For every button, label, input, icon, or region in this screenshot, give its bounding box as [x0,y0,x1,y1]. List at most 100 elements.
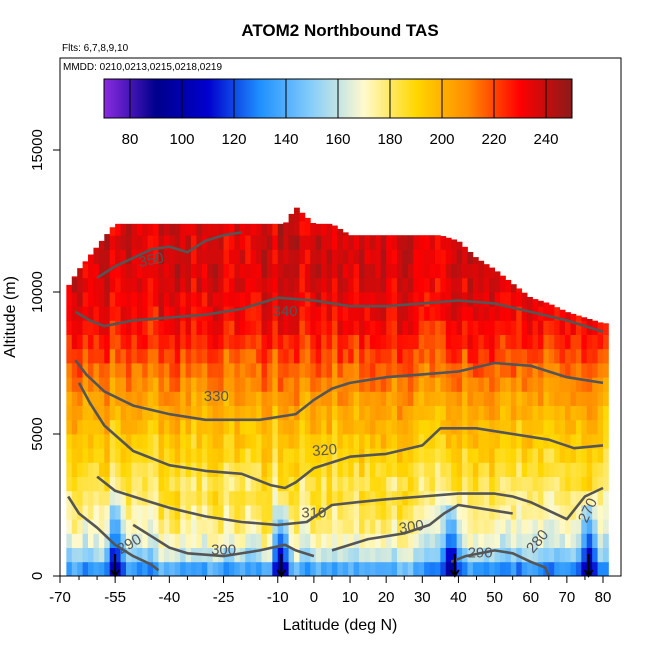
heatmap-cell [575,448,582,463]
heatmap-cell [310,434,317,449]
heatmap-cell [554,476,561,492]
heatmap-cell [445,490,452,506]
heatmap-cell [489,306,495,321]
heatmap-cell [510,434,517,449]
heatmap-cell [266,519,273,534]
heatmap-cell [586,561,593,577]
heatmap-cell [201,334,208,350]
heatmap-cell [434,519,441,534]
heatmap-cell [510,391,517,406]
heatmap-cell [163,235,170,250]
heatmap-cell [353,519,360,534]
heatmap-cell [109,263,116,279]
heatmap-cell [294,505,300,520]
heatmap-cell [201,277,208,293]
heatmap-cell [174,334,181,350]
heatmap-cell [321,419,327,435]
heatmap-cell [342,419,349,435]
heatmap-cell [142,405,149,421]
heatmap-cell [109,306,116,321]
heatmap-cell [359,235,365,250]
heatmap-cell [500,306,506,321]
heatmap-cell [180,476,187,492]
heatmap-cell [554,505,561,520]
heatmap-cell [516,405,523,421]
heatmap-cell [472,490,479,506]
heatmap-cell [494,320,501,335]
heatmap-cell [386,348,392,364]
heatmap-cell [369,348,376,364]
heatmap-cell [369,235,376,250]
heatmap-cell [66,462,73,477]
heatmap-cell [359,490,365,506]
heatmap-cell [104,533,111,548]
heatmap-cell [494,306,501,321]
heatmap-cell [98,419,105,435]
heatmap-cell [321,223,327,236]
heatmap-cell [326,348,333,364]
heatmap-cell [71,363,78,378]
x-tick-label: -40 [159,589,181,606]
heatmap-cell [288,221,295,236]
heatmap-cell [516,505,523,520]
heatmap-cell [169,223,176,236]
heatmap-cell [299,547,306,563]
heatmap-cell [527,419,533,435]
heatmap-cell [434,292,441,307]
heatmap-cell [261,249,268,264]
heatmap-cell [570,348,577,364]
heatmap-cell [500,419,506,435]
contour-label: 300 [211,541,236,558]
heatmap-cell [239,448,246,463]
heatmap-cell [521,306,528,321]
heatmap-cell [212,263,219,279]
heatmap-cell [359,391,365,406]
heatmap-cell [603,377,609,392]
heatmap-cell [82,363,89,378]
heatmap-cell [575,462,582,477]
heatmap-cell [597,363,604,378]
heatmap-cell [543,419,550,435]
heatmap-cell [342,490,349,506]
heatmap-cell [245,235,252,250]
heatmap-cell [169,462,176,477]
heatmap-cell [364,419,371,435]
heatmap-cell [185,561,192,577]
heatmap-cell [250,223,257,236]
heatmap-cell [397,377,403,392]
heatmap-cell [239,490,246,506]
heatmap-cell [169,391,176,406]
heatmap-cell [180,490,187,506]
heatmap-cell [310,561,317,577]
heatmap-cell [462,334,468,350]
heatmap-cell [478,320,485,335]
heatmap-cell [250,476,257,492]
heatmap-cell [256,419,262,435]
y-tick-label: 5000 [29,417,46,450]
heatmap-cell [310,222,317,236]
heatmap-cell [142,505,149,520]
heatmap-cell [104,234,111,236]
heatmap-cell [424,363,430,378]
heatmap-cell [500,448,506,463]
heatmap-cell [104,462,111,477]
heatmap-cell [440,490,447,506]
heatmap-cell [581,348,588,364]
heatmap-cell [456,405,463,421]
heatmap-cell [559,561,566,577]
heatmap-cell [559,348,566,364]
heatmap-cell [77,405,84,421]
heatmap-cell [375,519,382,534]
heatmap-cell [516,377,523,392]
heatmap-cell [559,476,566,492]
heatmap-cell [510,448,517,463]
heatmap-cell [592,476,598,492]
heatmap-cell [294,249,300,264]
heatmap-cell [169,519,176,534]
heatmap-cell [277,363,284,378]
heatmap-cell [82,434,89,449]
heatmap-cell [272,476,279,492]
heatmap-cell [245,292,252,307]
heatmap-cell [174,547,181,563]
heatmap-cell [250,462,257,477]
